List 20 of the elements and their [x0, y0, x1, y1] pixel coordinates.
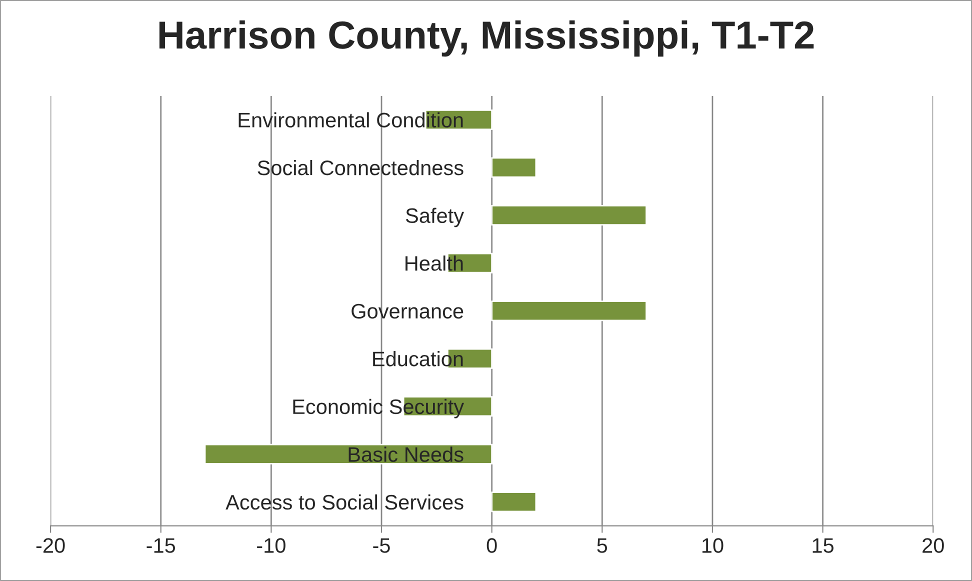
bar: [491, 157, 537, 178]
y-tick-label: Social Connectedness: [258, 160, 464, 176]
x-tick-label: 20: [922, 538, 944, 553]
y-tick-label: Basic Needs: [348, 446, 464, 462]
y-tick-label: Governance: [352, 304, 464, 319]
bar: [491, 492, 537, 512]
y-tick-label: Access to Social Services: [226, 494, 464, 510]
x-tick-label: -20: [36, 538, 65, 553]
x-tick-label: -15: [146, 538, 176, 553]
y-tick-label: Safety: [406, 208, 464, 228]
x-tick-label: 0: [486, 538, 497, 553]
bar: [491, 205, 647, 226]
chart-title: Harrison County, Mississippi, T1-T2: [159, 20, 814, 57]
x-tick-label: 15: [812, 538, 834, 553]
x-tick-label: 10: [702, 538, 724, 553]
bar: [204, 444, 493, 464]
x-tick-label: -5: [373, 538, 390, 553]
bar: [491, 300, 647, 322]
x-tick-label: -10: [257, 538, 286, 553]
x-tick-label: 5: [597, 538, 608, 553]
